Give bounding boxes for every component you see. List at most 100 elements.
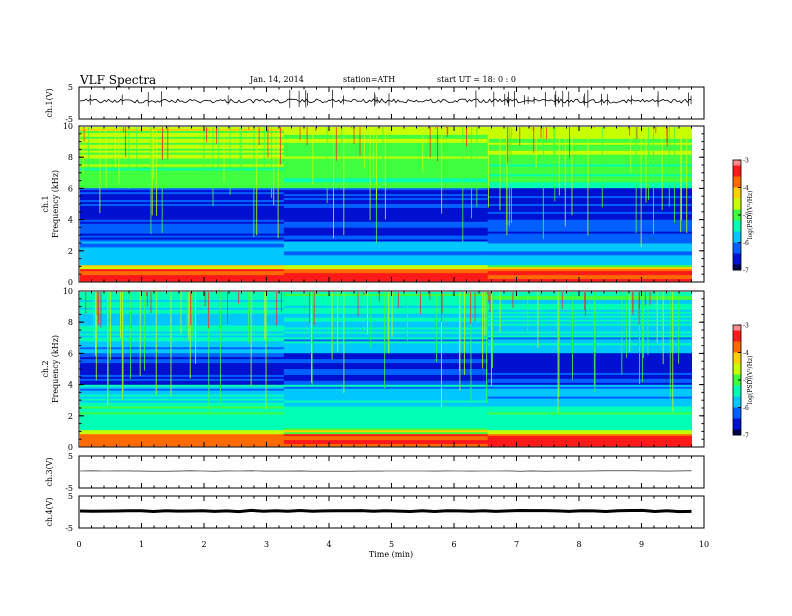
y-tick-label: 0 bbox=[68, 278, 73, 287]
sferic-stripe bbox=[569, 127, 570, 158]
colorbar-cell bbox=[733, 171, 741, 174]
ch2-spec-ylabel-channel: ch.2 bbox=[41, 360, 50, 377]
sferic-stripe bbox=[332, 292, 333, 359]
colorbar-tick-label: -7 bbox=[743, 433, 749, 440]
sferic-stripe bbox=[647, 292, 648, 355]
colorbar-cell bbox=[733, 179, 741, 182]
sferic-stripe bbox=[341, 127, 342, 172]
sferic-stripe bbox=[422, 127, 423, 173]
colorbar-tick-label: -7 bbox=[743, 268, 749, 275]
colorbar-cell bbox=[733, 366, 741, 369]
ch3-ylabel: ch.3(V) bbox=[45, 457, 54, 486]
sferic-stripe bbox=[195, 292, 196, 364]
sferic-stripe bbox=[359, 127, 360, 156]
y-tick-label: 6 bbox=[68, 349, 73, 358]
sferic-stripe bbox=[336, 127, 337, 161]
colorbar-cell bbox=[733, 391, 741, 394]
sferic-stripe bbox=[151, 292, 152, 313]
sferic-stripe bbox=[140, 292, 141, 376]
sferic-stripe bbox=[663, 292, 664, 364]
ch1-spec-ylabel-channel: ch.1 bbox=[41, 195, 50, 212]
sferic-stripe bbox=[153, 127, 154, 178]
sferic-stripe bbox=[216, 127, 217, 144]
colorbar-cell bbox=[733, 419, 741, 422]
sferic-stripe bbox=[180, 292, 181, 334]
sferic-stripe bbox=[240, 127, 241, 170]
sferic-stripe bbox=[441, 127, 442, 214]
sferic-stripe bbox=[278, 127, 279, 238]
colorbar-tick-label: -6 bbox=[743, 405, 749, 412]
sferic-stripe bbox=[512, 292, 513, 308]
sferic-stripe bbox=[88, 127, 89, 177]
colorbar-cell bbox=[733, 399, 741, 402]
sferic-stripe bbox=[462, 127, 463, 242]
sferic-stripe bbox=[519, 127, 520, 145]
colorbar-cell bbox=[733, 254, 741, 257]
sferic-stripe bbox=[337, 292, 338, 352]
sferic-stripe bbox=[384, 292, 385, 388]
sferic-stripe bbox=[343, 127, 344, 235]
sferic-stripe bbox=[110, 292, 111, 360]
spectrogram-cell bbox=[284, 279, 488, 281]
colorbar-cell bbox=[733, 347, 741, 350]
x-tick-label: 4 bbox=[326, 540, 331, 549]
spectrogram-cell bbox=[488, 444, 692, 446]
x-tick-label: 7 bbox=[514, 540, 519, 549]
sferic-stripe bbox=[464, 292, 465, 375]
y-tick-label: 6 bbox=[68, 184, 73, 193]
y-tick-label: 2 bbox=[68, 247, 73, 256]
colorbar-cell bbox=[733, 430, 741, 433]
colorbar-cell bbox=[733, 372, 741, 375]
colorbar-cell bbox=[733, 397, 741, 400]
colorbar-cell bbox=[733, 394, 741, 397]
y-tick-label: 5 bbox=[68, 452, 73, 461]
sferic-stripe bbox=[491, 292, 492, 386]
y-tick-label: 5 bbox=[68, 492, 73, 501]
sferic-stripe bbox=[128, 127, 129, 189]
colorbar-tick-label: -6 bbox=[743, 240, 749, 247]
ch1-ylabel: ch.1(V) bbox=[45, 88, 54, 117]
sferic-stripe bbox=[152, 127, 153, 215]
sferic-stripe bbox=[85, 292, 86, 313]
sferic-stripe bbox=[264, 127, 265, 173]
sferic-stripe bbox=[669, 127, 670, 207]
sferic-stripe bbox=[253, 127, 254, 237]
start-time-label: start UT = 18: 0 : 0 bbox=[437, 75, 516, 84]
colorbar-cell bbox=[733, 248, 741, 251]
colorbar-cell bbox=[733, 328, 741, 331]
sferic-stripe bbox=[674, 127, 675, 223]
sferic-stripe bbox=[358, 292, 359, 316]
colorbar-tick-label: -3 bbox=[743, 323, 749, 330]
colorbar-cell bbox=[733, 333, 741, 336]
sferic-stripe bbox=[118, 127, 119, 185]
sferic-stripe bbox=[672, 292, 673, 412]
sferic-stripe bbox=[122, 292, 123, 399]
sferic-stripe bbox=[655, 127, 656, 133]
sferic-stripe bbox=[667, 127, 668, 147]
sferic-stripe bbox=[97, 292, 98, 315]
colorbar-cell bbox=[733, 358, 741, 361]
sferic-stripe bbox=[385, 127, 386, 219]
colorbar-cell bbox=[733, 221, 741, 224]
sferic-stripe bbox=[436, 292, 437, 362]
sferic-stripe bbox=[392, 292, 393, 337]
colorbar-cell bbox=[733, 361, 741, 364]
sferic-stripe bbox=[558, 292, 559, 413]
sferic-stripe bbox=[248, 292, 249, 343]
sferic-stripe bbox=[646, 127, 647, 203]
sferic-stripe bbox=[602, 127, 603, 207]
sferic-stripe bbox=[587, 127, 588, 235]
sferic-stripe bbox=[553, 127, 554, 167]
sferic-stripe bbox=[351, 127, 352, 128]
colorbar-cell bbox=[733, 190, 741, 193]
sferic-stripe bbox=[144, 292, 145, 371]
sferic-stripe bbox=[650, 292, 651, 305]
sferic-stripe bbox=[367, 292, 368, 334]
y-tick-label: 8 bbox=[68, 153, 73, 162]
sferic-stripe bbox=[533, 127, 534, 153]
colorbar-cell bbox=[733, 182, 741, 185]
sferic-stripe bbox=[565, 127, 566, 227]
colorbar-cell bbox=[733, 355, 741, 358]
colorbar-cell bbox=[733, 177, 741, 180]
x-tick-label: 10 bbox=[699, 540, 709, 549]
